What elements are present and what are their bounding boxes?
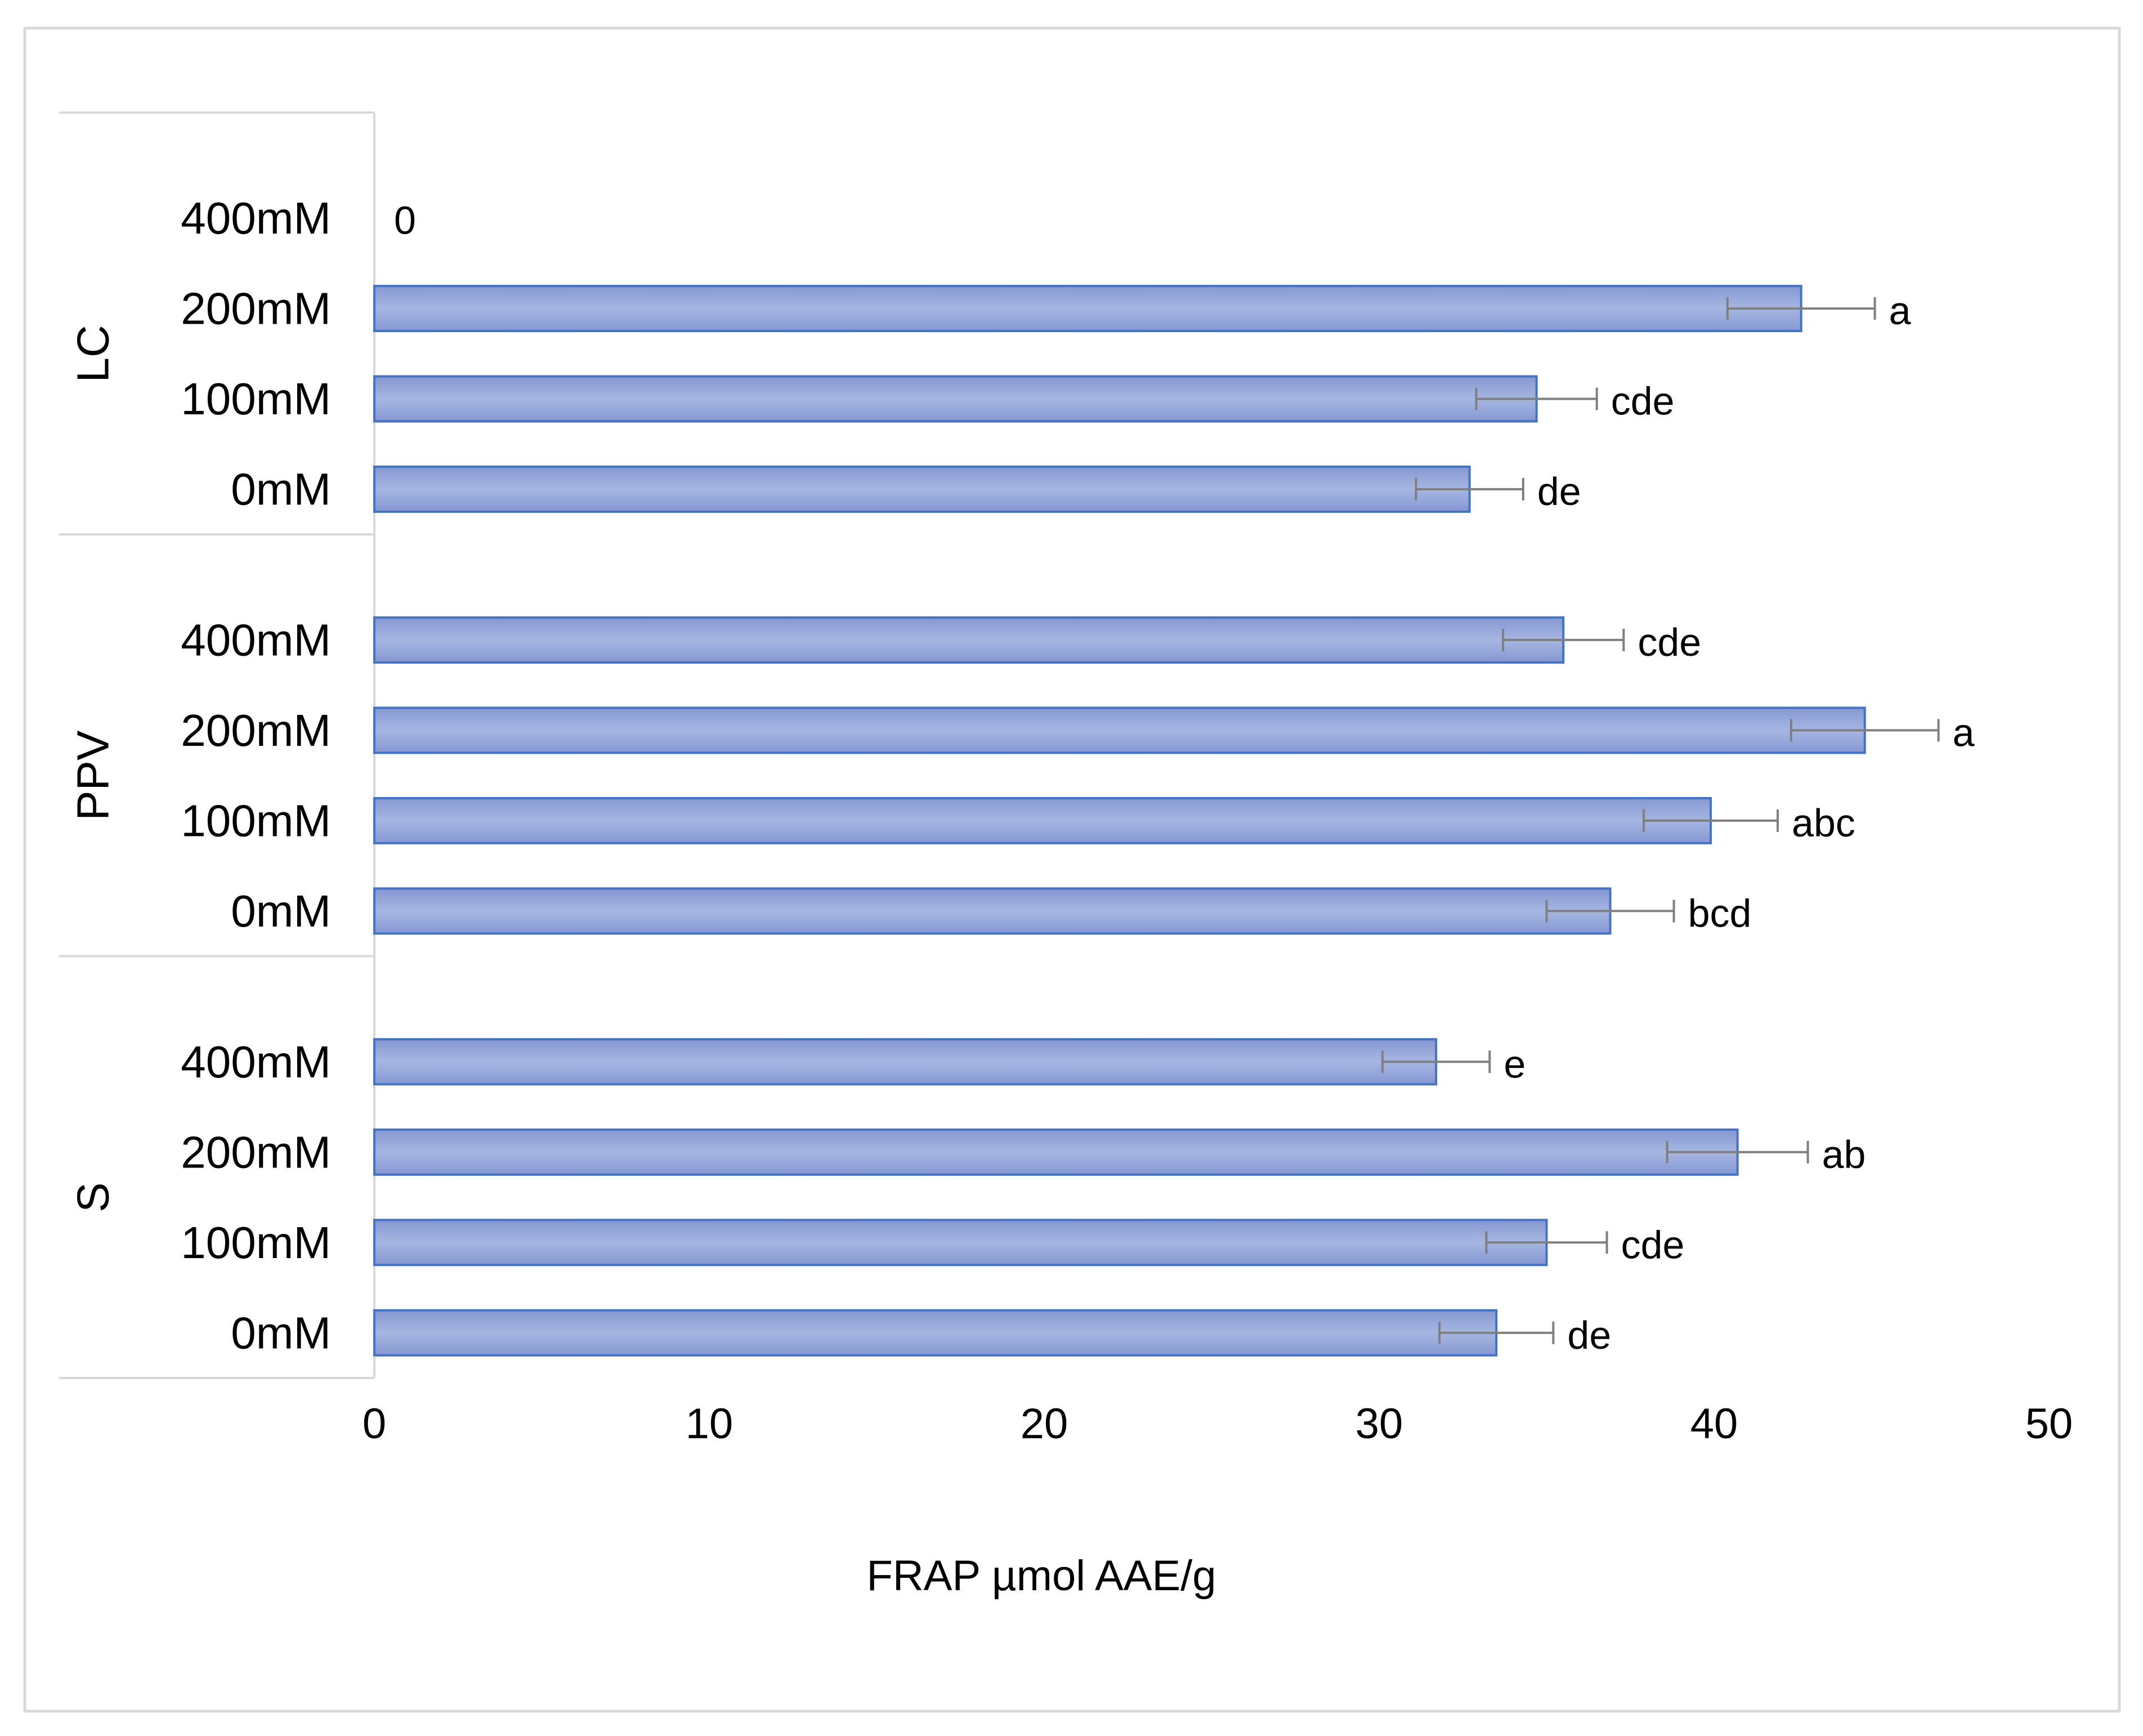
data-label: e — [1504, 1042, 1525, 1086]
data-label: de — [1567, 1313, 1611, 1357]
bar — [373, 616, 1565, 664]
category-label: 400mM — [181, 615, 331, 665]
bar — [373, 706, 1866, 754]
category-label: 200mM — [181, 705, 331, 755]
group-label: LC — [68, 325, 118, 382]
bar — [373, 466, 1471, 513]
category-label: 200mM — [181, 1127, 331, 1177]
bar — [373, 285, 1802, 333]
data-label: cde — [1611, 379, 1675, 423]
group-label: PPV — [68, 730, 118, 821]
category-label: 100mM — [181, 374, 331, 424]
data-label: ab — [1822, 1133, 1866, 1176]
bar — [373, 797, 1712, 844]
category-label: 0mM — [231, 464, 331, 514]
bars-layer: 0 a cde de cde a abc bcd e ab cde de — [373, 199, 1975, 1357]
category-label: 100mM — [181, 1218, 331, 1268]
data-label: 0 — [394, 199, 416, 243]
x-tick-label: 30 — [1355, 1400, 1403, 1448]
bar — [373, 1219, 1548, 1267]
data-label: bcd — [1688, 891, 1752, 935]
data-label: cde — [1638, 620, 1701, 664]
data-label: a — [1889, 289, 1911, 333]
x-tick-label: 10 — [686, 1400, 733, 1448]
bar — [373, 1038, 1438, 1086]
category-label: 400mM — [181, 193, 331, 243]
group-label: S — [68, 1182, 118, 1212]
x-tick-label: 0 — [363, 1400, 386, 1448]
data-label: de — [1537, 469, 1581, 513]
category-label: 200mM — [181, 284, 331, 334]
value-axis: 0 10 20 30 40 50 — [363, 1400, 2073, 1448]
category-label: 0mM — [231, 886, 331, 936]
x-tick-label: 40 — [1690, 1400, 1738, 1448]
chart-border — [23, 26, 2121, 1713]
category-label: 0mM — [231, 1308, 331, 1358]
category-label: 400mM — [181, 1037, 331, 1087]
x-axis-title: FRAP µmol AAE/g — [866, 1552, 1216, 1600]
data-label: abc — [1792, 801, 1855, 845]
bar — [373, 887, 1612, 935]
bar — [373, 375, 1538, 423]
bar — [373, 1128, 1739, 1176]
x-tick-label: 50 — [2025, 1400, 2073, 1448]
data-label: a — [1953, 710, 1975, 754]
data-label: cde — [1621, 1223, 1685, 1267]
category-label: 100mM — [181, 795, 331, 845]
category-axis: LC 400mM 200mM 100mM 0mM PPV 400mM 200mM 100mM 0m… — [59, 111, 375, 1379]
x-tick-label: 20 — [1021, 1400, 1068, 1448]
bar — [373, 1309, 1498, 1357]
